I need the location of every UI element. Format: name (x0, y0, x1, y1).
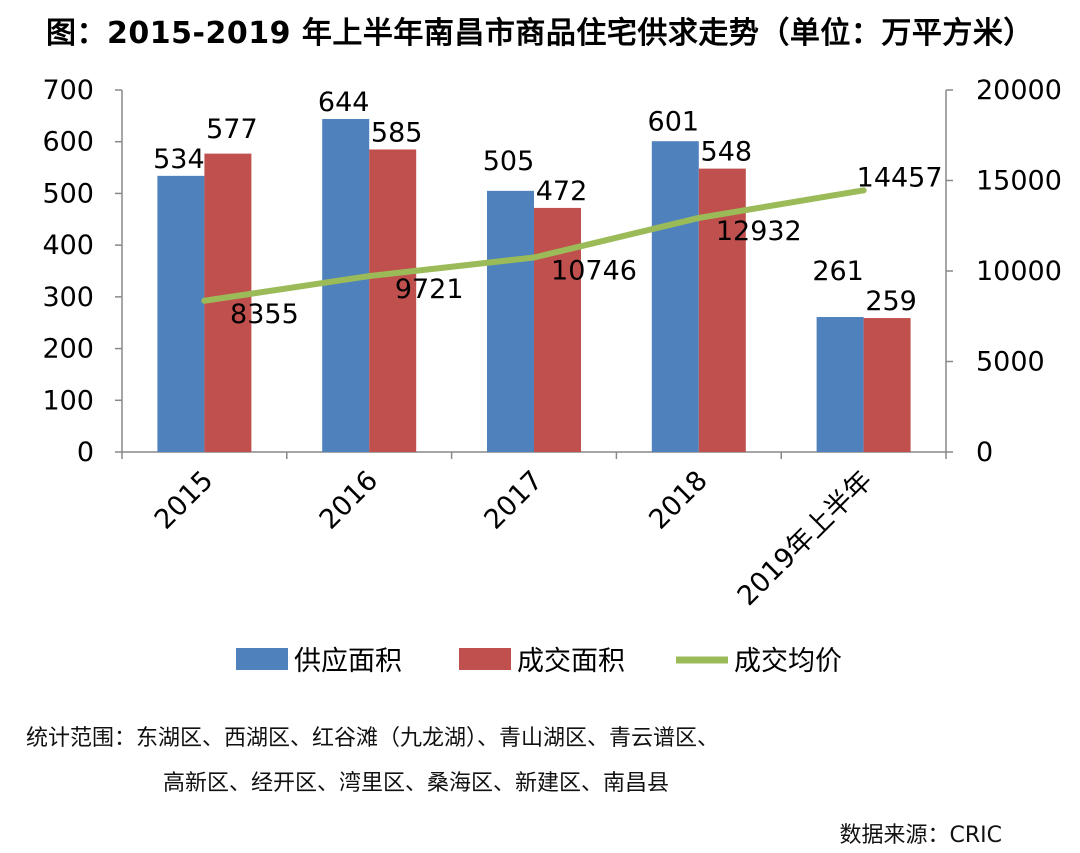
source-note: 数据来源：CRIC (839, 823, 1003, 848)
chart: 0 100 200 300 400 500 600 700 0 5000 10000 15000 200… (42, 75, 1062, 677)
line-point (531, 254, 537, 261)
right-axis-tick-label: 10000 (976, 256, 1062, 287)
bar-供应面积 (651, 141, 699, 452)
x-axis-category-label: 2018 (643, 465, 714, 536)
legend-label: 供应面积 (294, 646, 402, 677)
bar-value-label: 259 (865, 286, 917, 317)
left-axis-tick-label: 100 (42, 385, 94, 416)
bar-供应面积 (157, 175, 205, 453)
bar-value-label: 548 (701, 137, 753, 168)
scope-note-line-2: 高新区、经开区、湾里区、桑海区、新建区、南昌县 (163, 771, 670, 796)
bar-value-label: 577 (206, 114, 258, 145)
x-axis-category-label: 2019年上半年 (732, 465, 879, 612)
left-axis-tick-label: 0 (77, 437, 94, 468)
line-value-label: 14457 (857, 162, 943, 193)
bar-value-label: 534 (153, 144, 205, 175)
line-point (695, 214, 702, 221)
x-axis-category-label: 2017 (478, 465, 549, 536)
right-axis-tick-label: 20000 (976, 75, 1062, 106)
bar-成交面积 (863, 318, 911, 452)
bar-供应面积 (322, 118, 370, 453)
x-axis-category-label: 2016 (314, 465, 385, 536)
bar-value-label: 505 (483, 146, 535, 177)
line-value-label: 8355 (230, 299, 299, 330)
x-axis-category-label: 2015 (149, 465, 220, 536)
bar-value-label: 601 (648, 107, 700, 138)
bar-成交面积 (204, 153, 252, 452)
legend-swatch (459, 648, 511, 670)
line-value-label: 10746 (551, 255, 637, 286)
chart-title: 图：2015-2019 年上半年南昌市商品住宅供求走势（单位：万平方米） (46, 16, 1034, 51)
left-axis-tick-label: 500 (42, 178, 94, 209)
left-axis-tick-label: 700 (42, 75, 94, 106)
legend-label: 成交均价 (734, 646, 842, 677)
line-point (366, 273, 373, 280)
left-axis-tick-label: 600 (42, 127, 94, 158)
scope-note-line-1: 统计范围：东湖区、西湖区、红谷滩（九龙湖）、青山湖区、青云谱区、 (26, 726, 720, 751)
legend-label: 成交面积 (517, 646, 625, 677)
bar-成交面积 (534, 207, 581, 452)
right-axis-tick-label: 5000 (976, 347, 1045, 378)
line-point (201, 297, 208, 304)
right-axis-tick-label: 0 (976, 437, 993, 468)
bar-供应面积 (487, 190, 534, 453)
bar-value-label: 472 (536, 176, 588, 207)
legend-swatch (236, 648, 288, 670)
left-axis-tick-label: 300 (42, 282, 94, 313)
right-axis-tick-label: 15000 (976, 166, 1062, 197)
line-point (860, 187, 867, 194)
bar-成交面积 (369, 149, 417, 452)
bar-value-label: 585 (371, 117, 423, 148)
left-axis-tick-label: 200 (42, 334, 94, 365)
line-value-label: 9721 (395, 274, 464, 305)
bar-value-label: 644 (318, 87, 370, 118)
left-axis-tick-label: 400 (42, 230, 94, 261)
bar-value-label: 261 (812, 256, 864, 287)
bar-供应面积 (816, 317, 864, 452)
line-value-label: 12932 (716, 216, 802, 247)
